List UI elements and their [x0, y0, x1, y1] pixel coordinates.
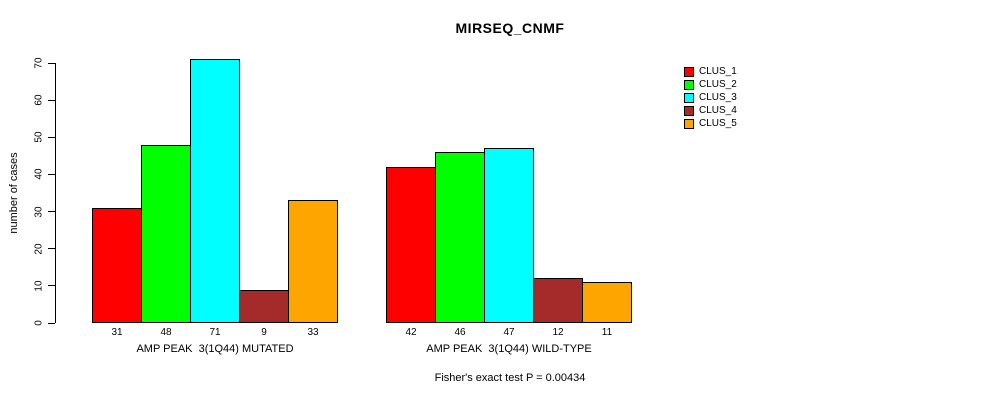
- legend-label: CLUS_5: [699, 118, 737, 129]
- y-tick-label: 40: [33, 168, 45, 180]
- y-tick: [48, 62, 55, 64]
- bar-value-label: 9: [261, 327, 267, 338]
- y-tick: [48, 285, 55, 287]
- bar-clus_3: [484, 148, 534, 323]
- bar-clus_2: [141, 145, 191, 323]
- legend: CLUS_1 CLUS_2 CLUS_3 CLUS_4 CLUS_5: [684, 65, 737, 130]
- bar-clus_4: [533, 278, 583, 323]
- bar-value-label: 12: [552, 327, 564, 338]
- y-tick-label: 60: [33, 94, 45, 106]
- y-tick-label: 10: [33, 280, 45, 292]
- legend-label: CLUS_1: [699, 66, 737, 77]
- bar-clus_1: [92, 208, 142, 323]
- bar-clus_5: [288, 200, 338, 323]
- group-label: AMP PEAK 3(1Q44) MUTATED: [136, 343, 294, 355]
- y-tick: [48, 248, 55, 250]
- y-tick-label: 70: [33, 57, 45, 69]
- bar-value-label: 31: [111, 327, 123, 338]
- y-axis-title: number of cases: [8, 152, 20, 234]
- bar-value-label: 46: [454, 327, 466, 338]
- y-tick: [48, 99, 55, 101]
- legend-label: CLUS_3: [699, 92, 737, 103]
- y-tick: [48, 136, 55, 138]
- legend-swatch-clus_4: [684, 105, 694, 116]
- legend-swatch-clus_3: [684, 92, 694, 103]
- bar-value-label: 47: [503, 327, 515, 338]
- y-tick: [48, 211, 55, 213]
- y-tick: [48, 322, 55, 324]
- y-tick-label: 30: [33, 206, 45, 218]
- y-tick: [48, 173, 55, 175]
- y-tick-label: 20: [33, 243, 45, 255]
- bar-value-label: 33: [307, 327, 319, 338]
- legend-label: CLUS_4: [699, 105, 737, 116]
- bar-clus_1: [386, 167, 436, 323]
- legend-label: CLUS_2: [699, 79, 737, 90]
- bar-value-label: 11: [601, 327, 613, 338]
- y-tick-label: 50: [33, 131, 45, 143]
- chart-title: MIRSEQ_CNMF: [455, 20, 565, 36]
- legend-row: CLUS_2: [684, 78, 737, 91]
- group-label: AMP PEAK 3(1Q44) WILD-TYPE: [426, 343, 592, 355]
- legend-row: CLUS_5: [684, 117, 737, 130]
- legend-swatch-clus_5: [684, 118, 694, 129]
- bar-clus_3: [190, 59, 240, 323]
- bar-value-label: 48: [160, 327, 172, 338]
- legend-swatch-clus_2: [684, 79, 694, 90]
- bar-value-label: 42: [405, 327, 417, 338]
- annotation-text: Fisher's exact test P = 0.00434: [434, 372, 586, 384]
- bar-clus_5: [582, 282, 632, 323]
- bar-value-label: 71: [209, 327, 221, 338]
- bar-clus_4: [239, 290, 289, 323]
- legend-row: CLUS_3: [684, 91, 737, 104]
- legend-row: CLUS_1: [684, 65, 737, 78]
- legend-row: CLUS_4: [684, 104, 737, 117]
- y-tick-label: 0: [33, 320, 45, 326]
- legend-swatch-clus_1: [684, 66, 694, 77]
- y-axis-line: [55, 63, 56, 323]
- bar-clus_2: [435, 152, 485, 323]
